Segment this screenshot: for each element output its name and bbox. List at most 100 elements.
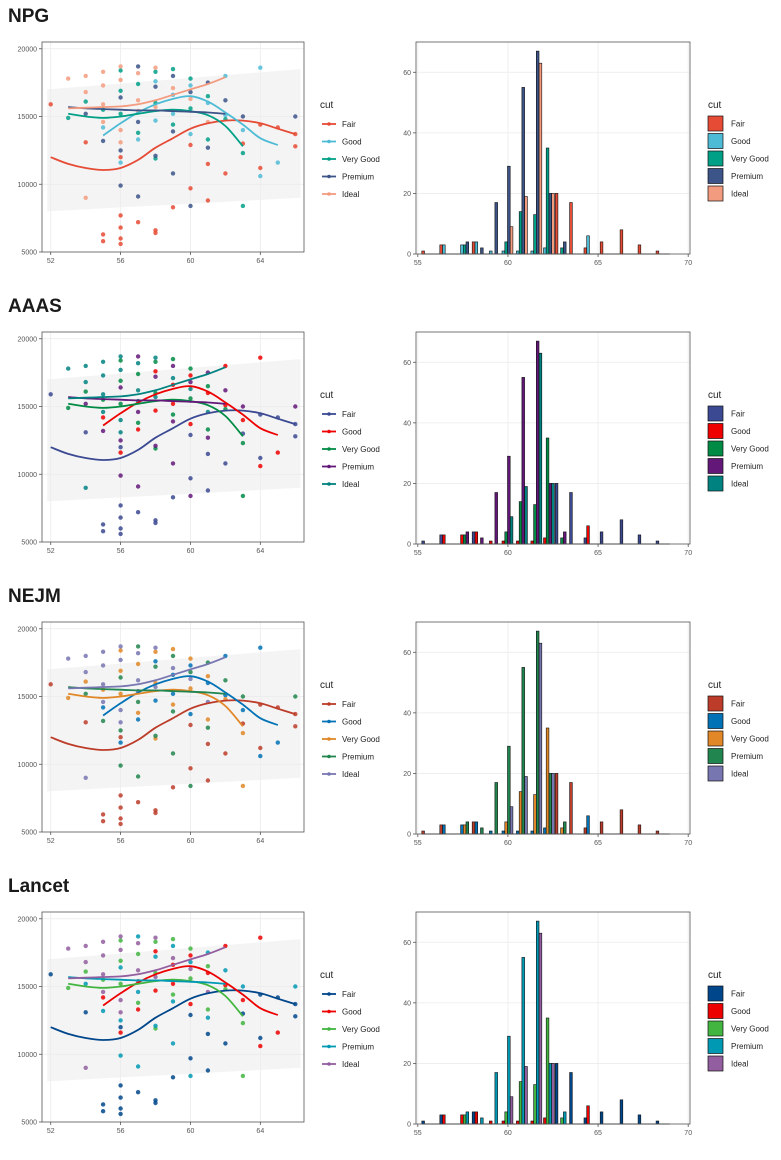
histogram-bar <box>554 483 559 545</box>
scatter-point <box>205 778 211 783</box>
histogram-bar <box>507 1035 511 1125</box>
scatter-point <box>135 989 141 995</box>
panel-title: AAAS <box>8 296 62 317</box>
scatter-point <box>118 691 123 696</box>
scatter-point <box>100 953 106 958</box>
scatter-point <box>118 430 123 435</box>
scatter-point <box>170 653 176 659</box>
histogram-bar <box>421 830 425 835</box>
histogram-bar <box>439 1114 443 1125</box>
scatter-point <box>170 171 176 176</box>
scatter-point <box>118 515 123 520</box>
scatter-point <box>118 417 123 423</box>
scatter-point <box>83 981 88 986</box>
y-tick-label: 20 <box>403 481 411 488</box>
scatter-point <box>100 373 106 378</box>
histogram-bar <box>533 794 537 835</box>
scatter-point <box>118 735 123 740</box>
scatter-point <box>170 702 176 707</box>
scatter-point <box>188 203 193 209</box>
scatter-point <box>205 161 211 167</box>
scatter-point <box>100 239 106 244</box>
histogram-bar <box>655 540 660 545</box>
scatter-point <box>135 119 141 125</box>
histogram-bar <box>563 531 567 545</box>
scatter-point <box>188 386 193 392</box>
scatter-point <box>83 679 88 684</box>
histogram-bar <box>442 244 446 255</box>
scatter-point <box>188 373 193 378</box>
scatter-plot: 52 56 60 64 5000 10000 15000 20000 cut Fair Good Ve… <box>18 911 380 1135</box>
scatter-point <box>188 476 193 481</box>
scatter-point <box>118 236 123 241</box>
histogram-bar <box>599 241 604 255</box>
scatter-point <box>153 65 158 70</box>
legend-label: Ideal <box>731 1060 749 1069</box>
histogram-bar <box>548 483 553 545</box>
histogram-bar <box>583 247 588 255</box>
legend-label: Good <box>731 427 751 436</box>
x-tick-label: 55 <box>414 840 422 847</box>
panel-title: NEJM <box>8 586 61 607</box>
scatter-point <box>118 707 123 713</box>
scatter-point <box>170 205 176 210</box>
y-tick-label: 40 <box>403 130 411 137</box>
scatter-point <box>118 657 123 663</box>
histogram-bar <box>518 501 523 545</box>
scatter-point <box>135 934 141 939</box>
histogram-bar <box>474 1111 479 1125</box>
scatter-point <box>83 401 88 406</box>
legend-label: Fair <box>342 410 356 419</box>
histogram-bar <box>524 1066 528 1125</box>
histogram-bar <box>551 483 555 545</box>
scatter-point <box>205 137 211 142</box>
scatter-point <box>170 691 176 696</box>
histogram-bar <box>619 809 624 835</box>
histogram-bar <box>465 531 470 545</box>
histogram-bar <box>655 250 660 255</box>
scatter-point <box>170 943 176 949</box>
scatter-point <box>66 405 71 411</box>
scatter-point <box>100 1008 106 1014</box>
histogram-bar <box>465 1111 470 1125</box>
legend-key-box <box>707 475 724 492</box>
legend-label: Good <box>342 138 362 147</box>
scatter-point <box>170 375 176 381</box>
y-tick-label: 60 <box>403 70 411 77</box>
y-tick-label: 5000 <box>21 540 37 547</box>
scatter-point <box>188 396 193 401</box>
scatter-point <box>223 678 228 683</box>
histogram-bar <box>442 824 446 835</box>
y-tick-label: 10000 <box>18 1052 38 1059</box>
scatter-point <box>135 678 141 683</box>
histogram-bar <box>465 241 470 255</box>
legend-key-point <box>327 122 331 126</box>
scatter-point <box>118 965 123 970</box>
scatter-point <box>135 941 141 946</box>
histogram-bar <box>507 165 511 255</box>
legend-key-point <box>327 1009 331 1014</box>
scatter-point <box>188 946 193 951</box>
scatter-point <box>258 165 263 171</box>
x-tick-label: 56 <box>117 258 125 265</box>
legend-label: Premium <box>342 753 374 762</box>
plot-border <box>41 911 305 1123</box>
legend-label: Very Good <box>731 445 769 454</box>
scatter-point <box>118 213 123 218</box>
scatter-plot: 52 56 60 64 5000 10000 15000 20000 cut Fair Good Ve… <box>18 331 380 555</box>
panel-aaas: AAAS 52 56 60 64 5000 10000 15000 20000 cut Fair Go… <box>0 290 781 580</box>
scatter-point <box>188 722 193 728</box>
legend-label: Ideal <box>342 190 360 199</box>
legend-label: Ideal <box>342 1060 360 1069</box>
scatter-point <box>275 740 280 745</box>
scatter-point <box>118 358 123 363</box>
legend-key-point <box>327 737 331 741</box>
histogram-bar <box>516 830 520 835</box>
scatter-point <box>100 138 106 144</box>
scatter-point <box>83 111 88 117</box>
scatter-point <box>170 1041 176 1046</box>
histogram-bar <box>543 827 547 835</box>
histogram-bar <box>536 920 540 1125</box>
scatter-point <box>258 65 263 70</box>
plot-border <box>41 331 305 543</box>
